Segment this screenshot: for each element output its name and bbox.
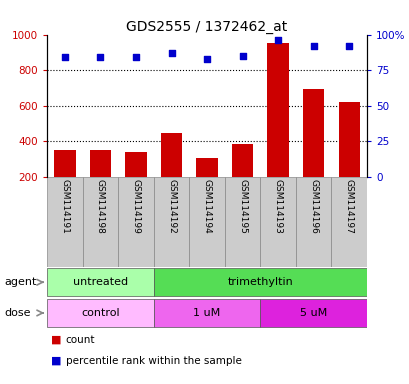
Bar — [338, 102, 359, 212]
Bar — [260, 299, 366, 327]
Point — [203, 56, 210, 62]
Point — [274, 37, 281, 43]
Point — [133, 54, 139, 60]
Bar — [295, 177, 330, 267]
Text: ■: ■ — [51, 335, 62, 345]
Text: control: control — [81, 308, 119, 318]
Bar — [267, 43, 288, 212]
Bar — [160, 133, 182, 212]
Point — [345, 43, 352, 49]
Bar — [47, 177, 83, 267]
Bar — [224, 177, 260, 267]
Text: GSM114192: GSM114192 — [166, 179, 175, 234]
Text: GSM114196: GSM114196 — [308, 179, 317, 234]
Bar — [47, 299, 153, 327]
Text: GSM114199: GSM114199 — [131, 179, 140, 234]
Bar — [47, 268, 153, 296]
Bar — [118, 177, 153, 267]
Bar — [54, 150, 75, 212]
Bar — [83, 177, 118, 267]
Text: trimethyltin: trimethyltin — [227, 277, 292, 287]
Text: 1 uM: 1 uM — [193, 308, 220, 318]
Bar — [153, 177, 189, 267]
Bar — [260, 177, 295, 267]
Point — [168, 50, 174, 56]
Text: GSM114195: GSM114195 — [238, 179, 247, 234]
Point — [97, 54, 103, 60]
Bar — [125, 152, 146, 212]
Text: untreated: untreated — [73, 277, 128, 287]
Bar — [330, 177, 366, 267]
Text: GSM114193: GSM114193 — [273, 179, 282, 234]
Text: GSM114198: GSM114198 — [96, 179, 105, 234]
Bar — [189, 177, 224, 267]
Bar — [90, 150, 111, 212]
Text: GSM114194: GSM114194 — [202, 179, 211, 234]
Bar — [153, 299, 260, 327]
Point — [310, 43, 316, 49]
Point — [239, 53, 245, 59]
Point — [61, 54, 68, 60]
Bar — [302, 89, 324, 212]
Text: GSM114191: GSM114191 — [60, 179, 69, 234]
Text: agent: agent — [4, 277, 36, 287]
Bar — [196, 158, 217, 212]
Title: GDS2555 / 1372462_at: GDS2555 / 1372462_at — [126, 20, 287, 33]
Bar — [153, 268, 366, 296]
Bar — [231, 144, 253, 212]
Text: 5 uM: 5 uM — [299, 308, 326, 318]
Text: count: count — [65, 335, 95, 345]
Text: percentile rank within the sample: percentile rank within the sample — [65, 356, 241, 366]
Text: ■: ■ — [51, 356, 62, 366]
Text: GSM114197: GSM114197 — [344, 179, 353, 234]
Text: dose: dose — [4, 308, 31, 318]
